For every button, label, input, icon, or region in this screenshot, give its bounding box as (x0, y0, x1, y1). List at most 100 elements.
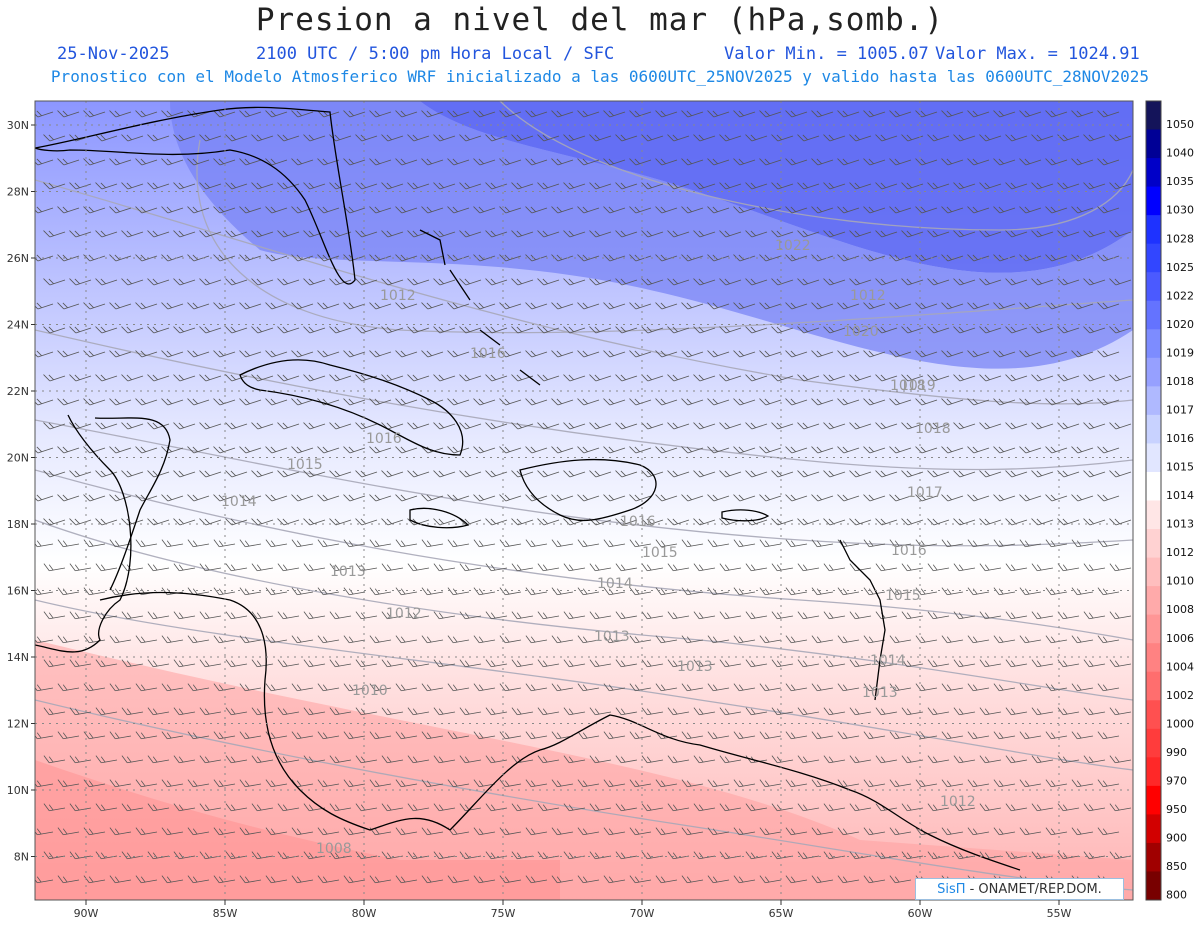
wind-barb (823, 518, 846, 526)
wind-barb (719, 134, 742, 142)
wind-barb (1045, 827, 1068, 836)
wind-barb (941, 587, 964, 596)
wind-barb (889, 446, 912, 454)
wind-barb (667, 611, 690, 620)
wind-barb (863, 875, 886, 884)
wind-barb (421, 206, 444, 214)
wind-barb (655, 302, 678, 310)
wind-barb (953, 182, 976, 190)
wind-barb (317, 875, 340, 884)
wind-barb (1031, 707, 1054, 716)
wind-barb (239, 446, 262, 454)
wind-barb (993, 827, 1016, 836)
wind-barb (1031, 611, 1054, 620)
wind-barb (563, 230, 586, 238)
wind-barb (369, 875, 392, 884)
wind-barb (577, 110, 600, 118)
wind-barb (421, 827, 444, 836)
wind-barb (369, 539, 392, 548)
wind-barb (797, 470, 820, 478)
wind-barb (733, 779, 756, 788)
wind-barb (537, 374, 560, 382)
wind-barb (681, 158, 704, 166)
wind-barb (225, 755, 248, 764)
wind-barb (369, 635, 392, 644)
wind-barb (551, 302, 574, 310)
wind-barb (641, 659, 664, 668)
wind-barb (57, 350, 80, 358)
wind-barb (1097, 683, 1120, 692)
colorbar-swatch (1146, 215, 1161, 245)
wind-barb (199, 611, 222, 620)
wind-barb (655, 158, 678, 166)
wind-barb (317, 779, 340, 788)
colorbar-label: 1002 (1166, 689, 1194, 702)
wind-barb (407, 134, 430, 142)
wind-barb (225, 326, 248, 334)
lat-tick-label: 22N (7, 385, 29, 398)
wind-barb (875, 518, 898, 526)
wind-barb (421, 587, 444, 596)
wind-barb (785, 587, 808, 596)
wind-barb (953, 851, 976, 860)
wind-barb (225, 182, 248, 190)
contour-label: 1014 (870, 653, 906, 669)
wind-barb (785, 827, 808, 836)
wind-barb (667, 182, 690, 190)
wind-barb (95, 563, 118, 572)
wind-barb (355, 230, 378, 238)
wind-barb (1097, 350, 1120, 358)
contour-label: 1013 (862, 685, 898, 701)
wind-barb (225, 374, 248, 382)
wind-barb (837, 683, 860, 692)
wind-barb (849, 278, 872, 286)
wind-barb (863, 635, 886, 644)
wind-barb (771, 374, 794, 382)
wind-barb (317, 827, 340, 836)
wind-barb (395, 446, 418, 454)
colorbar-label: 1013 (1166, 518, 1194, 531)
wind-barb (265, 302, 288, 310)
wind-barb (993, 398, 1016, 406)
wind-barb (1071, 587, 1094, 596)
wind-barb (381, 755, 404, 764)
wind-barb (109, 398, 132, 406)
wind-barb (927, 278, 950, 286)
wind-barb (95, 374, 118, 382)
wind-barb (745, 278, 768, 286)
wind-barb (1019, 827, 1042, 836)
wind-barb (121, 374, 144, 382)
wind-barb (121, 470, 144, 478)
wind-barb (1045, 539, 1068, 548)
wind-barb (889, 302, 912, 310)
wind-barb (109, 683, 132, 692)
wind-barb (1071, 110, 1094, 118)
wind-barb (239, 875, 262, 884)
wind-barb (615, 422, 638, 430)
wind-barb (655, 779, 678, 788)
lon-tick-label: 90W (74, 907, 99, 920)
wind-barb (667, 659, 690, 668)
contour-label: 1017 (907, 485, 943, 501)
wind-barb (1109, 659, 1132, 668)
wind-barb (707, 539, 730, 548)
wind-barb (733, 398, 756, 406)
wind-barb (771, 707, 794, 716)
wind-barb (277, 278, 300, 286)
wind-barb (239, 539, 262, 548)
wind-barb (589, 755, 612, 764)
wind-barb (785, 398, 808, 406)
wind-barb (277, 851, 300, 860)
wind-barb (641, 422, 664, 430)
wind-barb (121, 326, 144, 334)
wind-barb (719, 374, 742, 382)
wind-barb (213, 827, 236, 836)
wind-barb (239, 635, 262, 644)
wind-barb (745, 134, 768, 142)
wind-barb (615, 374, 638, 382)
wind-barb (681, 350, 704, 358)
wind-barb (95, 182, 118, 190)
wind-barb (187, 731, 210, 740)
wind-barb (109, 779, 132, 788)
wind-barb (759, 875, 782, 884)
